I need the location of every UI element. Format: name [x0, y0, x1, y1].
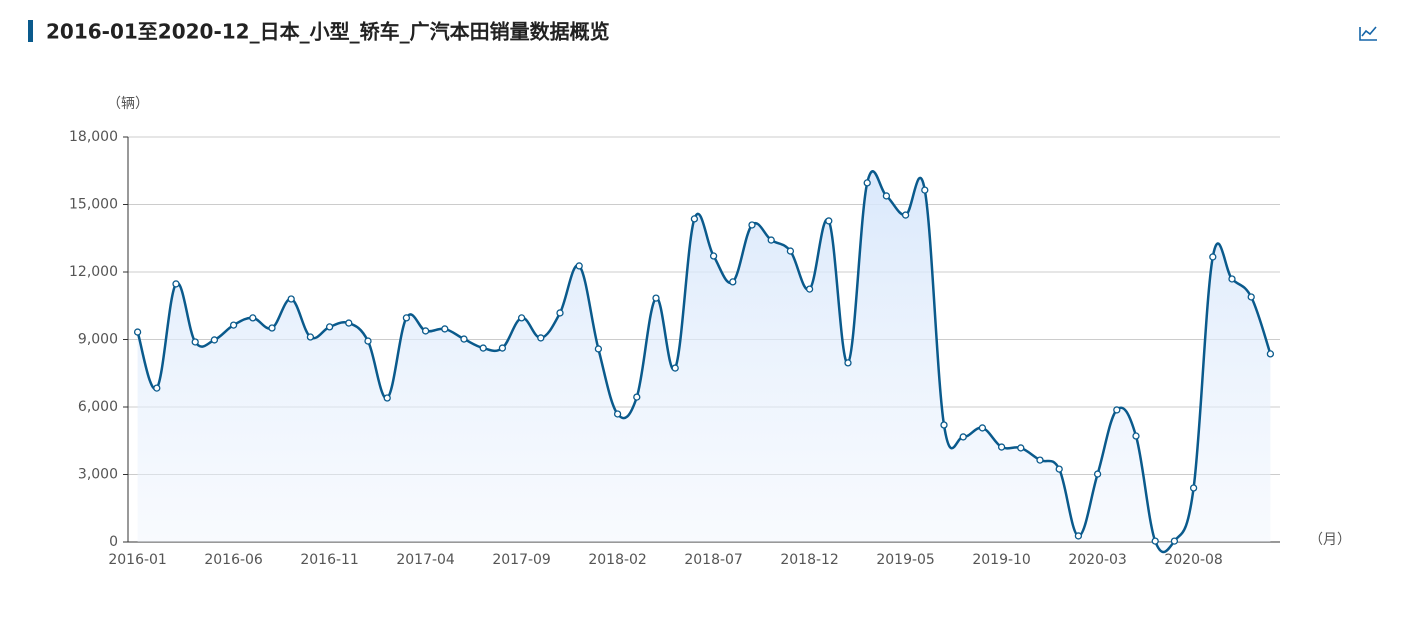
y-axis-label: （辆）	[107, 96, 149, 112]
data-point	[709, 252, 718, 260]
data-point	[287, 295, 295, 303]
data-point	[1017, 444, 1025, 452]
data-point	[863, 179, 871, 187]
data-point	[306, 333, 315, 341]
data-point	[402, 314, 411, 322]
data-point	[191, 338, 199, 346]
data-point	[805, 285, 814, 293]
data-point	[1074, 532, 1083, 540]
data-point	[325, 323, 334, 331]
x-tick-label: 2017-04	[396, 552, 455, 568]
y-tick-label: 0	[109, 534, 118, 550]
title-marker	[28, 20, 33, 42]
data-point	[364, 337, 372, 345]
data-point	[959, 433, 967, 441]
data-point	[1247, 293, 1255, 301]
data-point	[345, 319, 353, 327]
data-point	[767, 236, 775, 244]
data-point	[671, 364, 679, 372]
data-point	[575, 262, 583, 270]
x-tick-label: 2018-02	[588, 552, 647, 568]
data-point	[268, 324, 276, 332]
x-tick-label: 2016-01	[108, 552, 167, 568]
data-point	[748, 221, 756, 229]
data-point	[1132, 432, 1140, 440]
data-point	[1055, 465, 1063, 473]
chart-title: 2016-01至2020-12_日本_小型_轿车_广汽本田销量数据概览	[46, 20, 610, 44]
data-point	[133, 328, 142, 336]
data-point	[940, 421, 948, 429]
data-point	[921, 186, 929, 194]
x-tick-label: 2019-10	[972, 552, 1031, 568]
data-point	[556, 309, 564, 317]
data-point	[978, 424, 987, 432]
data-point	[229, 321, 238, 329]
data-point	[633, 393, 641, 401]
data-point	[652, 294, 660, 302]
y-tick-label: 9,000	[78, 332, 118, 348]
data-point	[1151, 537, 1159, 545]
y-tick-label: 3,000	[78, 467, 118, 483]
y-tick-label: 6,000	[78, 399, 118, 415]
data-point	[1228, 275, 1236, 283]
x-tick-label: 2016-11	[300, 552, 359, 568]
x-axis-label: （月）	[1309, 532, 1351, 548]
data-point	[383, 394, 391, 402]
x-tick-label: 2017-09	[492, 552, 551, 568]
data-point	[997, 443, 1006, 451]
data-point	[729, 278, 737, 286]
area	[137, 171, 1271, 553]
data-point	[1036, 456, 1044, 464]
y-tick-label: 15,000	[69, 197, 118, 213]
data-point	[460, 335, 468, 343]
y-tick-label: 12,000	[69, 264, 118, 280]
data-point	[537, 334, 545, 342]
data-point	[786, 247, 795, 255]
data-point	[613, 410, 622, 418]
x-tick-label: 2019-05	[876, 552, 935, 568]
data-point	[172, 280, 180, 288]
chart-type-icon[interactable]	[1359, 26, 1377, 41]
data-point	[844, 359, 852, 367]
y-tick-label: 18,000	[69, 129, 118, 145]
data-point	[249, 314, 257, 322]
data-point	[825, 217, 833, 225]
data-point	[882, 192, 891, 200]
x-tick-label: 2018-07	[684, 552, 743, 568]
data-point	[1093, 470, 1102, 478]
data-point	[901, 211, 910, 219]
data-point	[153, 384, 161, 392]
data-point	[479, 344, 487, 352]
x-tick-label: 2020-08	[1164, 552, 1223, 568]
data-point	[1170, 537, 1179, 545]
data-point	[594, 345, 603, 353]
data-point	[517, 314, 526, 322]
data-point	[498, 344, 507, 352]
data-point	[210, 336, 219, 344]
data-point	[441, 325, 449, 333]
data-point	[1189, 484, 1198, 492]
x-tick-label: 2018-12	[780, 552, 839, 568]
data-point	[1209, 253, 1217, 261]
data-point	[1266, 350, 1275, 358]
data-point	[690, 215, 699, 223]
x-tick-label: 2020-03	[1068, 552, 1127, 568]
data-point	[421, 327, 430, 335]
data-point	[1113, 406, 1121, 414]
x-tick-label: 2016-06	[204, 552, 263, 568]
line	[136, 170, 1272, 554]
